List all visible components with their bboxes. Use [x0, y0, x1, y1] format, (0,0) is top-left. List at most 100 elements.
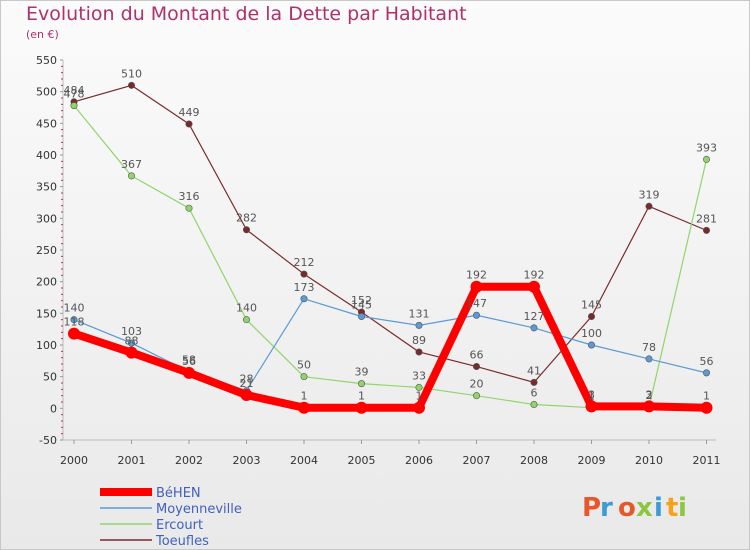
data-label: 21 [240, 377, 254, 390]
data-point [185, 204, 193, 212]
data-point [528, 280, 540, 293]
legend-label: Ercourt [156, 518, 203, 533]
data-label: 1 [358, 390, 365, 403]
y-tick-label: 550 [36, 54, 57, 67]
logo-letter: t [666, 493, 678, 523]
data-label: 192 [466, 269, 487, 282]
data-point [357, 312, 365, 320]
data-label: 6 [531, 387, 538, 400]
data-point [472, 363, 480, 371]
data-point [300, 295, 308, 303]
y-tick-label: 0 [50, 402, 57, 415]
y-tick-label: -50 [39, 434, 57, 447]
data-point [587, 341, 595, 349]
x-tick-label: 2005 [348, 454, 376, 467]
data-label: 282 [236, 212, 257, 225]
x-tick-label: 2000 [60, 454, 88, 467]
data-label: 140 [64, 302, 85, 315]
y-tick-label: 100 [36, 339, 57, 352]
data-label: 152 [351, 294, 372, 307]
data-label: 28 [240, 373, 254, 386]
data-point [70, 102, 78, 110]
data-point [415, 383, 423, 391]
data-label: 316 [179, 190, 200, 203]
logo-letter: o [618, 493, 636, 523]
data-label: 20 [470, 378, 484, 391]
data-label: 192 [524, 269, 545, 282]
data-point [472, 392, 480, 400]
y-tick-label: 300 [36, 212, 57, 225]
data-label: 140 [236, 302, 257, 315]
data-label: 3 [646, 388, 653, 401]
series-layer [68, 81, 713, 414]
data-point [702, 369, 710, 377]
data-point [702, 226, 710, 234]
x-tick-label: 2008 [520, 454, 548, 467]
chart-title: Evolution du Montant de la Dette par Hab… [26, 3, 467, 25]
y-tick-label: 350 [36, 181, 57, 194]
data-label: 1 [588, 390, 595, 403]
data-point [702, 155, 710, 163]
logo-letter: x [636, 493, 653, 523]
data-label: 510 [121, 67, 142, 80]
data-label: 1 [416, 390, 423, 403]
data-point [530, 378, 538, 386]
data-point [413, 401, 425, 414]
data-label: 103 [121, 325, 142, 338]
data-point [587, 312, 595, 320]
y-tick-label: 150 [36, 307, 57, 320]
data-label: 50 [297, 359, 311, 372]
data-label: 319 [639, 188, 660, 201]
data-point [70, 316, 78, 324]
data-label: 281 [696, 212, 717, 225]
data-label: 41 [527, 364, 541, 377]
data-label: 33 [412, 369, 426, 382]
data-point [585, 400, 598, 413]
data-point [355, 401, 368, 414]
data-labels: 4845104492822121528966411453192814783673… [64, 67, 718, 402]
data-point [183, 366, 195, 379]
y-tick-label: 250 [36, 244, 57, 257]
data-point [472, 311, 480, 319]
series-line [72, 282, 707, 412]
data-label: 88 [125, 335, 139, 348]
x-tick-label: 2003 [233, 454, 261, 467]
x-tick-label: 2009 [578, 454, 606, 467]
series-line [73, 298, 707, 392]
y-tick-label: 500 [36, 86, 57, 99]
data-point [645, 355, 653, 363]
data-label: 484 [64, 84, 85, 97]
data-point [415, 348, 423, 356]
data-label: 131 [409, 307, 430, 320]
logo-letter: i [678, 493, 687, 523]
data-point [125, 346, 138, 359]
legend-label: Toeufles [155, 534, 209, 549]
y-tick-label: 50 [43, 371, 57, 384]
data-point [240, 389, 253, 402]
data-point [530, 324, 538, 332]
data-label: 100 [581, 327, 602, 340]
x-tick-label: 2011 [693, 454, 721, 467]
data-label: 56 [700, 355, 714, 368]
data-label: 449 [179, 106, 200, 119]
data-label: 66 [470, 349, 484, 362]
data-point [300, 373, 308, 381]
x-tick-label: 2001 [118, 454, 146, 467]
y-tick-label: 200 [36, 276, 57, 289]
data-point [700, 401, 713, 414]
data-label: 118 [64, 316, 85, 329]
data-point [415, 321, 423, 329]
x-tick-label: 2004 [290, 454, 318, 467]
x-tick-label: 2007 [463, 454, 491, 467]
data-label: 2 [646, 389, 653, 402]
logo-letter: i [654, 493, 663, 523]
data-label: 58 [182, 354, 196, 367]
data-point [298, 401, 310, 414]
data-label: 147 [466, 297, 487, 310]
data-label: 56 [182, 355, 196, 368]
data-point [300, 270, 308, 278]
data-point [357, 380, 365, 388]
